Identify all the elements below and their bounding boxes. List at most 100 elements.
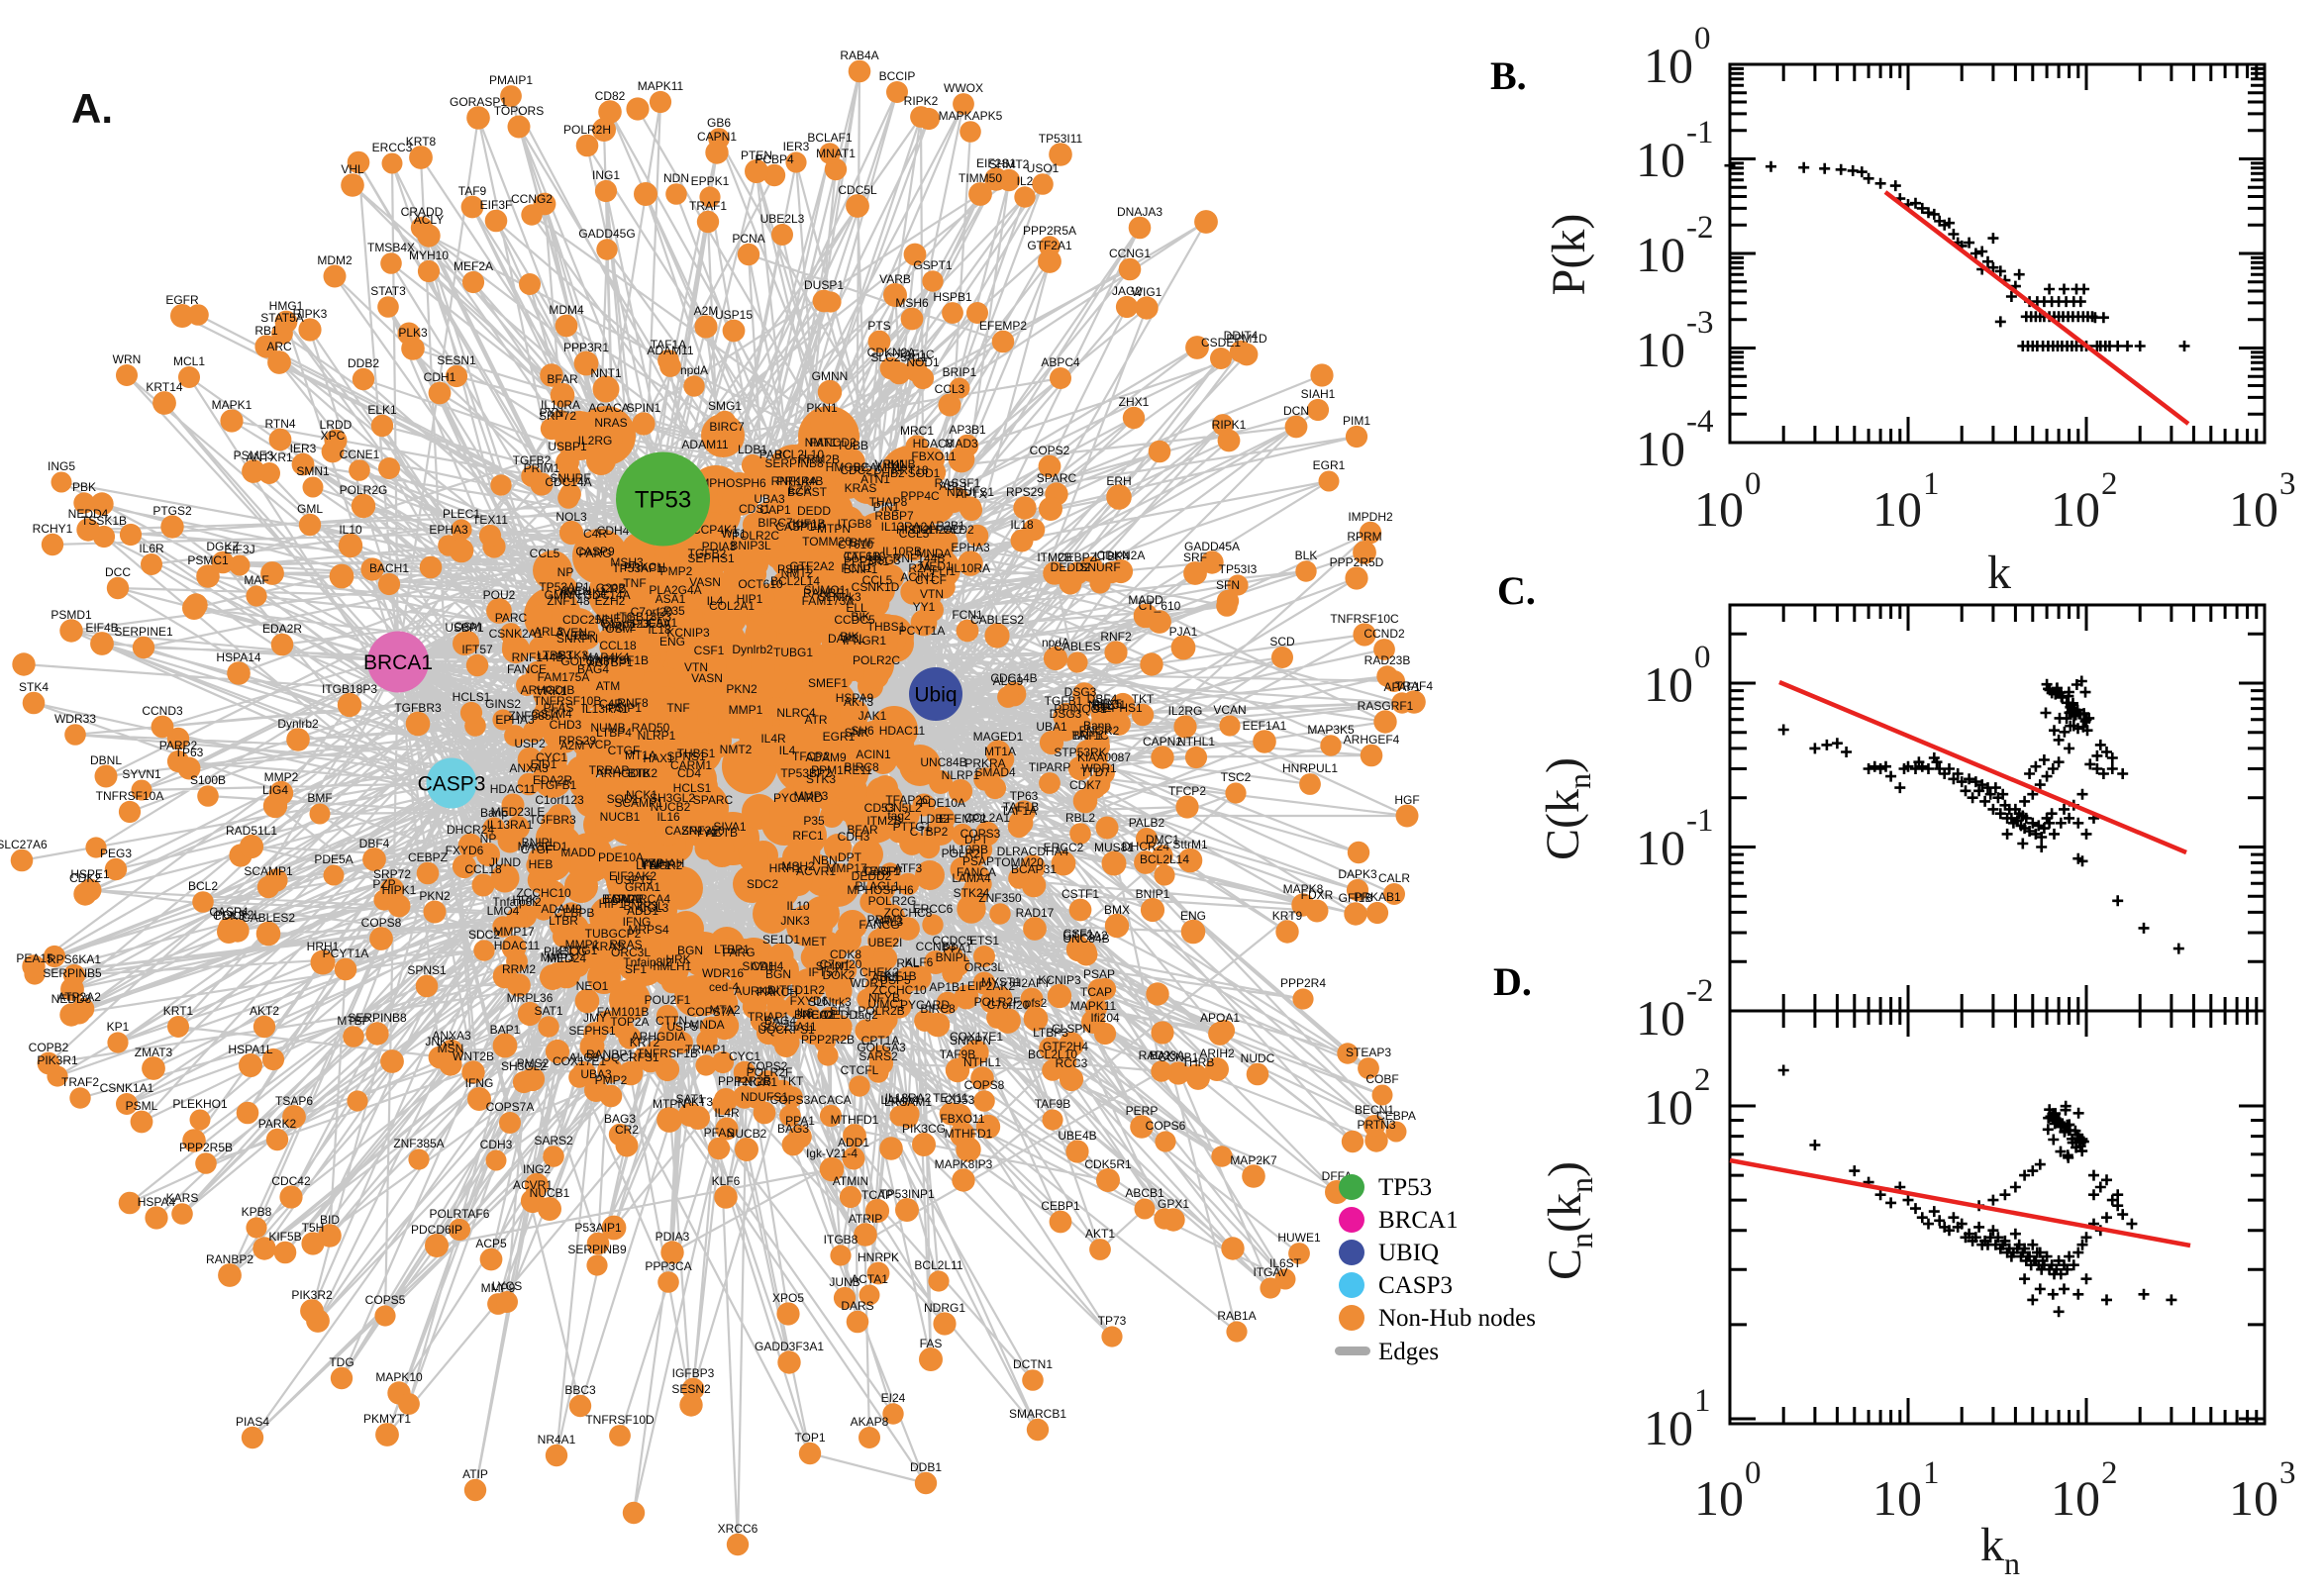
svg-text:ACIN1: ACIN1 bbox=[856, 748, 891, 761]
svg-text:ING1: ING1 bbox=[592, 168, 620, 182]
svg-text:NHEJ1: NHEJ1 bbox=[1088, 698, 1126, 712]
svg-text:NLRP1: NLRP1 bbox=[942, 768, 980, 782]
svg-text:BRCA1: BRCA1 bbox=[363, 651, 433, 674]
svg-text:NEO1: NEO1 bbox=[576, 979, 609, 993]
svg-text:PARG: PARG bbox=[722, 946, 755, 959]
svg-text:TIPARP: TIPARP bbox=[1029, 760, 1070, 774]
svg-text:H2AFY: H2AFY bbox=[1013, 976, 1052, 990]
svg-text:KRT9: KRT9 bbox=[1272, 909, 1303, 923]
svg-text:A2M: A2M bbox=[560, 739, 585, 752]
svg-text:10: 10 bbox=[1694, 1470, 1744, 1526]
svg-text:PSIP1: PSIP1 bbox=[608, 701, 642, 715]
svg-text:EPHA3: EPHA3 bbox=[951, 541, 990, 554]
svg-text:CDC14B: CDC14B bbox=[990, 671, 1037, 685]
svg-text:NP: NP bbox=[480, 832, 497, 846]
svg-text:CABLES2: CABLES2 bbox=[242, 911, 295, 925]
svg-text:CD53: CD53 bbox=[864, 801, 895, 815]
svg-text:ced-4: ced-4 bbox=[709, 980, 739, 994]
svg-text:SESN1: SESN1 bbox=[437, 353, 476, 367]
svg-text:KRT8: KRT8 bbox=[406, 135, 437, 149]
svg-text:BNIP3L: BNIP3L bbox=[623, 899, 664, 913]
svg-text:SH3GL2: SH3GL2 bbox=[650, 791, 695, 805]
svg-text:SttrM1: SttrM1 bbox=[1172, 838, 1208, 851]
svg-text:MYST1: MYST1 bbox=[981, 975, 1021, 989]
svg-text:CASP1: CASP1 bbox=[664, 824, 704, 838]
svg-text:GOLGA3: GOLGA3 bbox=[560, 654, 610, 668]
svg-text:CCNB3: CCNB3 bbox=[916, 940, 957, 953]
svg-text:MTHFD1: MTHFD1 bbox=[945, 1127, 993, 1141]
svg-text:CCDC5: CCDC5 bbox=[834, 613, 875, 627]
svg-text:SAT1: SAT1 bbox=[675, 1092, 704, 1106]
svg-text:CDKN2A: CDKN2A bbox=[1097, 549, 1146, 562]
svg-text:MTPN: MTPN bbox=[817, 522, 851, 536]
svg-text:MAPK8: MAPK8 bbox=[1283, 882, 1324, 896]
svg-text:MMP3: MMP3 bbox=[794, 789, 829, 803]
svg-text:PKN1: PKN1 bbox=[806, 401, 838, 415]
svg-text:1: 1 bbox=[1694, 1383, 1711, 1419]
svg-text:CTGF: CTGF bbox=[608, 744, 641, 757]
svg-text:ITGB8: ITGB8 bbox=[824, 1233, 858, 1247]
svg-text:SMARCA4: SMARCA4 bbox=[613, 892, 670, 906]
svg-text:IL4: IL4 bbox=[707, 594, 724, 608]
svg-text:XPO5: XPO5 bbox=[772, 1291, 804, 1305]
svg-text:TAF1B: TAF1B bbox=[1003, 800, 1039, 814]
svg-text:MAP4K4: MAP4K4 bbox=[582, 650, 630, 664]
svg-text:CCND3: CCND3 bbox=[142, 704, 183, 718]
svg-text:STAT3: STAT3 bbox=[370, 284, 406, 298]
svg-text:PPP3CA: PPP3CA bbox=[645, 1259, 691, 1273]
svg-text:DDB2: DDB2 bbox=[348, 356, 379, 370]
svg-text:PSMC1: PSMC1 bbox=[187, 553, 229, 567]
svg-text:DSG3: DSG3 bbox=[1050, 707, 1082, 721]
svg-text:PPM1RE11: PPM1RE11 bbox=[811, 763, 872, 777]
svg-text:DUSP1: DUSP1 bbox=[804, 278, 844, 292]
svg-text:0: 0 bbox=[1694, 21, 1711, 56]
svg-text:LRDD: LRDD bbox=[320, 418, 353, 432]
svg-text:POLR2C: POLR2C bbox=[853, 653, 900, 667]
svg-text:PPP4C: PPP4C bbox=[900, 489, 940, 503]
svg-text:FLI1: FLI1 bbox=[932, 564, 956, 578]
svg-text:WRN: WRN bbox=[113, 352, 142, 366]
svg-text:VTN: VTN bbox=[920, 587, 944, 601]
svg-text:NRAS: NRAS bbox=[594, 416, 627, 430]
svg-text:PCBP4: PCBP4 bbox=[755, 152, 794, 166]
svg-text:CAPN1: CAPN1 bbox=[697, 130, 737, 144]
svg-text:IL2RG: IL2RG bbox=[578, 434, 613, 448]
svg-text:EDA2R: EDA2R bbox=[533, 773, 572, 787]
svg-text:CN5L2: CN5L2 bbox=[884, 801, 922, 815]
svg-text:G20B: G20B bbox=[596, 581, 627, 595]
svg-text:COPS7A: COPS7A bbox=[486, 1100, 535, 1114]
svg-text:YY1: YY1 bbox=[913, 600, 936, 614]
svg-text:CDKN2A: CDKN2A bbox=[867, 346, 916, 359]
svg-text:CDH4: CDH4 bbox=[597, 524, 630, 538]
svg-text:MT1A: MT1A bbox=[625, 748, 656, 762]
svg-text:PPA1: PPA1 bbox=[785, 1114, 815, 1128]
svg-text:WT1: WT1 bbox=[721, 527, 747, 541]
svg-text:DCN: DCN bbox=[1283, 404, 1309, 418]
svg-text:RASSF1: RASSF1 bbox=[935, 476, 981, 490]
svg-text:Igk-V21-4: Igk-V21-4 bbox=[806, 1147, 858, 1160]
svg-text:hMLH1: hMLH1 bbox=[654, 959, 692, 973]
svg-text:10: 10 bbox=[1636, 132, 1685, 187]
svg-text:SFN: SFN bbox=[1216, 578, 1240, 592]
svg-text:RFC1: RFC1 bbox=[792, 829, 824, 843]
svg-text:VRK1: VRK1 bbox=[874, 457, 906, 471]
svg-text:ACLY: ACLY bbox=[414, 213, 444, 227]
svg-text:PIM1: PIM1 bbox=[1343, 414, 1370, 428]
svg-text:HCLS1: HCLS1 bbox=[673, 781, 712, 795]
svg-text:LTBP4: LTBP4 bbox=[596, 726, 632, 740]
svg-text:TNFRSF10C: TNFRSF10C bbox=[1330, 612, 1399, 626]
svg-text:TIMM50: TIMM50 bbox=[959, 171, 1002, 185]
svg-text:PCNA: PCNA bbox=[732, 232, 764, 246]
svg-text:DAP3L: DAP3L bbox=[828, 632, 865, 646]
svg-text:ZNF385A: ZNF385A bbox=[508, 709, 558, 723]
svg-text:BARD1: BARD1 bbox=[602, 892, 642, 906]
svg-text:AKT2: AKT2 bbox=[250, 1004, 279, 1018]
svg-text:UBE2L3: UBE2L3 bbox=[760, 212, 805, 226]
svg-text:PSIP1: PSIP1 bbox=[777, 562, 811, 576]
svg-text:PLEKHO1: PLEKHO1 bbox=[172, 1097, 228, 1111]
svg-text:IFNGR1: IFNGR1 bbox=[734, 1075, 777, 1089]
svg-text:HIST2H2AC: HIST2H2AC bbox=[896, 523, 961, 537]
svg-text:CAPN2: CAPN2 bbox=[1143, 735, 1182, 748]
svg-text:MRPS4: MRPS4 bbox=[628, 923, 669, 937]
svg-text:TRAF1: TRAF1 bbox=[689, 199, 727, 213]
